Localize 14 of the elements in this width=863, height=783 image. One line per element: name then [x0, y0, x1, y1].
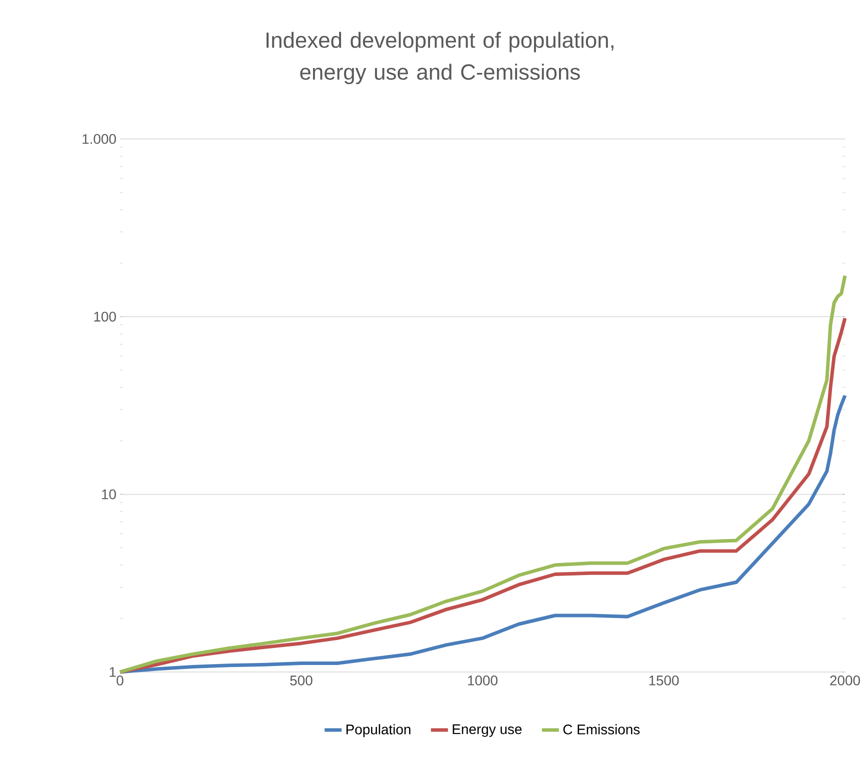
y-tick-label: 1: [110, 667, 116, 677]
legend-label: Energy use: [452, 724, 522, 737]
legend-label: C Emissions: [563, 724, 640, 734]
legend-label: Population: [346, 724, 410, 738]
x-tick-label: 2000: [830, 676, 860, 686]
x-tick-label: 500: [290, 676, 312, 686]
y-tick-label: 10: [102, 489, 116, 500]
line-series: [118, 394, 847, 674]
x-tick-label: 1500: [649, 676, 679, 686]
x-tick-label: 0: [116, 676, 124, 686]
y-tick-label: 100: [94, 312, 116, 322]
x-tick-label: 1000: [468, 676, 498, 686]
y-tick-label: 1.000: [82, 134, 116, 144]
chart-title: Indexed development of population, energy use and C-emissions: [266, 32, 614, 84]
